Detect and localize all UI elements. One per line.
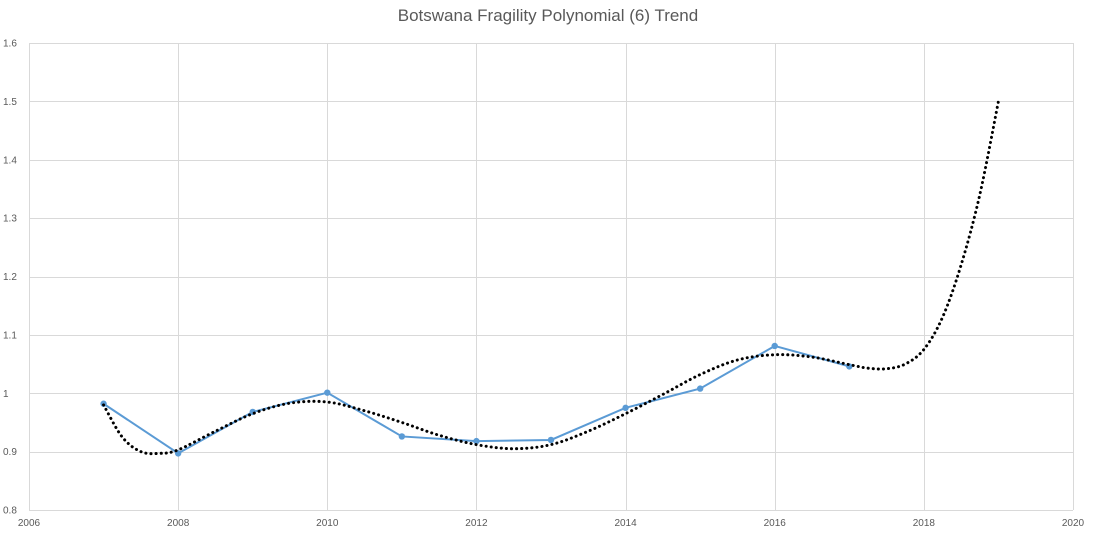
y-tick-label: 1.2 (3, 272, 17, 283)
chart-title: Botswana Fragility Polynomial (6) Trend (397, 6, 699, 25)
grid-layer (29, 43, 1074, 511)
y-tick-label: 1.1 (3, 330, 17, 341)
x-tick-label: 2018 (913, 518, 936, 529)
axis-labels-layer: 0.8 0.9 1 1.1 1.2 1.3 1.4 1.5 1.6 2006 2008 2010 201… (3, 39, 1085, 530)
series-layer (100, 99, 1000, 457)
y-tick-label: 1.5 (3, 97, 17, 108)
y-tick-label: 1.6 (3, 39, 17, 50)
y-tick-label: 1.4 (3, 155, 17, 166)
data-point (324, 389, 331, 396)
data-point (622, 404, 629, 412)
data-point (771, 342, 778, 350)
y-tick-label: 1 (3, 389, 9, 400)
x-tick-label: 2012 (465, 518, 488, 529)
data-point (473, 437, 480, 445)
x-tick-label: 2014 (614, 518, 637, 529)
x-tick-label: 2020 (1062, 518, 1085, 529)
data-point (547, 436, 555, 444)
x-tick-label: 2006 (18, 518, 41, 529)
y-tick-label: 0.9 (3, 447, 17, 458)
data-point (398, 433, 406, 440)
y-tick-label: 0.8 (3, 506, 17, 517)
x-tick-label: 2008 (167, 518, 190, 529)
data-point (696, 385, 704, 392)
x-tick-label: 2010 (316, 518, 339, 529)
y-tick-label: 1.3 (3, 214, 17, 225)
trendline-poly6 (102, 99, 1000, 456)
x-tick-label: 2016 (764, 518, 787, 529)
